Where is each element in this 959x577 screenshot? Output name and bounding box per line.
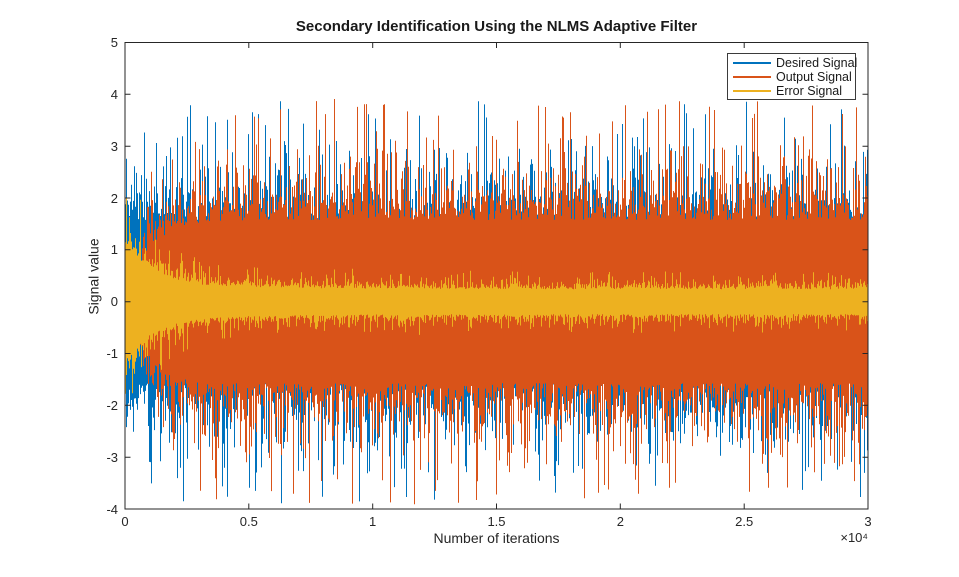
legend-label-desired-signal: Desired Signal xyxy=(776,56,858,70)
legend-item-output-signal: Output Signal xyxy=(728,70,855,84)
y-tick-label: 1 xyxy=(110,242,118,258)
legend: Desired Signal Output Signal Error Signal xyxy=(727,53,858,100)
y-tick-label: 4 xyxy=(110,86,118,102)
legend-line-error-signal xyxy=(733,90,771,92)
y-tick-label: -2 xyxy=(106,397,118,413)
legend-item-desired-signal: Desired Signal xyxy=(728,56,858,70)
legend-item-error-signal: Error Signal xyxy=(728,84,855,98)
y-tick-label: 5 xyxy=(110,35,118,50)
legend-label-output-signal: Output Signal xyxy=(776,70,852,84)
x-tick-label: 0 xyxy=(121,514,129,529)
x-tick-label: 1 xyxy=(369,514,377,529)
legend-line-output-signal xyxy=(733,76,771,78)
legend-label-error-signal: Error Signal xyxy=(776,84,842,98)
chart-title: Secondary Identification Using the NLMS … xyxy=(295,18,698,35)
y-tick-label: -3 xyxy=(106,449,118,465)
y-tick-label: -4 xyxy=(106,501,118,517)
y-tick-label: -1 xyxy=(106,346,118,361)
x-axis-label: Number of iterations xyxy=(433,530,560,546)
y-tick-label: 3 xyxy=(110,138,118,154)
x-tick-label: 1.5 xyxy=(487,514,506,529)
y-tick-label: 0 xyxy=(110,294,118,310)
legend-line-desired-signal xyxy=(733,62,771,64)
x-tick-label: 2 xyxy=(616,514,624,529)
x-tick-label: 3 xyxy=(864,514,872,529)
axes-box xyxy=(124,42,869,510)
y-tick-label: 2 xyxy=(110,190,118,206)
x-tick-label: 0.5 xyxy=(239,514,258,529)
x-tick-label: 2.5 xyxy=(735,514,754,529)
x-axis-multiplier: ×10⁴ xyxy=(840,530,868,545)
